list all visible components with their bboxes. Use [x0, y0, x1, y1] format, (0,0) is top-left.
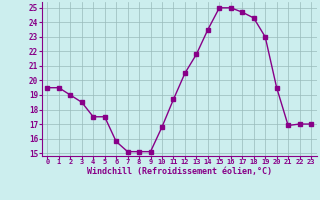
X-axis label: Windchill (Refroidissement éolien,°C): Windchill (Refroidissement éolien,°C) [87, 167, 272, 176]
